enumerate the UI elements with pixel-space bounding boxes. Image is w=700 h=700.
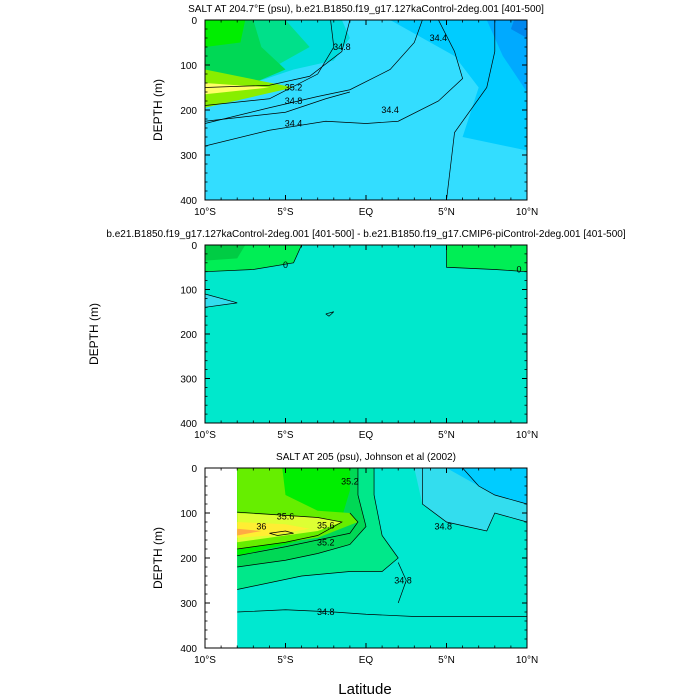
panel-2: 0 010°S 5°S EQ 5°N 10°N0100200300400b.e21.B18… xyxy=(87,229,626,441)
y-tick-label: 400 xyxy=(180,196,197,207)
contour-fill-region xyxy=(446,468,527,504)
y-tick-label: 200 xyxy=(180,330,197,341)
contour-line xyxy=(446,245,527,273)
y-tick-label: 200 xyxy=(180,106,197,117)
x-tick-label: 10°S xyxy=(194,655,216,666)
y-tick-label: 400 xyxy=(180,419,197,430)
contour-label: 0 xyxy=(283,260,288,270)
x-tick-label: 5°S xyxy=(277,655,294,666)
x-tick-label: 10°N xyxy=(516,655,538,666)
panel-title: SALT AT 204.7°E (psu), b.e21.B1850.f19_g… xyxy=(188,4,544,15)
panel-title: SALT AT 205 (psu), Johnson et al (2002) xyxy=(276,452,456,463)
panel-1: 35.2 34.8 34.4 34.8 34.4 34.4 10°S 5°S EQ 5°N 10°N… xyxy=(151,4,544,218)
contour-label: 35.2 xyxy=(341,477,359,487)
contour-fill-region xyxy=(237,528,262,536)
x-tick-label: 10°S xyxy=(194,430,216,441)
y-tick-label: 0 xyxy=(191,241,197,252)
contour-fill-region xyxy=(205,245,246,261)
panel-title: b.e21.B1850.f19_g17.127kaControl-2deg.00… xyxy=(106,229,625,240)
contour-fill-region xyxy=(205,20,246,47)
contour-label: 34.8 xyxy=(317,607,335,617)
y-tick-label: 300 xyxy=(180,375,197,386)
contour-line xyxy=(397,562,407,604)
contour-line xyxy=(237,609,527,617)
contour-label: 34.4 xyxy=(285,119,303,129)
contour-line xyxy=(205,20,335,106)
contour-line xyxy=(422,468,527,532)
y-axis-label: DEPTH (m) xyxy=(151,527,165,589)
contour-line xyxy=(237,468,399,590)
contour-line xyxy=(205,245,302,273)
y-tick-label: 100 xyxy=(180,509,197,520)
contour-line xyxy=(237,512,359,557)
contour-line xyxy=(462,468,527,505)
contour-label: 35.6 xyxy=(277,512,295,522)
contour-label: 34.4 xyxy=(381,105,399,115)
contour-label: 34.8 xyxy=(435,522,453,532)
contour-label: 35.2 xyxy=(285,83,303,93)
contour-fill-region xyxy=(237,522,310,538)
y-axis-label: DEPTH (m) xyxy=(151,79,165,141)
x-tick-label: 10°N xyxy=(516,430,538,441)
x-tick-label: 5°S xyxy=(277,430,294,441)
contour-fill-region xyxy=(205,83,270,95)
contour-label: 35.6 xyxy=(317,521,335,531)
contour-line xyxy=(205,20,351,88)
contour-label: 36 xyxy=(256,522,266,532)
y-tick-label: 300 xyxy=(180,599,197,610)
contour-label: 34.8 xyxy=(394,576,412,586)
y-tick-label: 400 xyxy=(180,644,197,655)
y-tick-label: 300 xyxy=(180,151,197,162)
contour-label: 34.8 xyxy=(285,96,303,106)
x-tick-label: EQ xyxy=(359,655,374,666)
data-field xyxy=(205,245,527,423)
contour-label: 34.8 xyxy=(333,42,351,52)
panel-3: 36 35.6 35.6 35.2 35.2 34.8 34.8 34.8 10°S 5°S EQ 5… xyxy=(151,452,538,666)
y-tick-label: 100 xyxy=(180,286,197,297)
x-tick-label: 5°N xyxy=(438,430,455,441)
contour-line xyxy=(325,311,335,317)
x-tick-label: 10°S xyxy=(194,207,216,218)
contour-line xyxy=(446,20,496,200)
y-tick-label: 0 xyxy=(191,464,197,475)
y-tick-label: 0 xyxy=(191,16,197,27)
plot-area: 36 35.6 35.6 35.2 35.2 34.8 34.8 34.8 xyxy=(237,468,527,648)
x-axis-label: Latitude xyxy=(338,681,391,698)
y-axis-label: DEPTH (m) xyxy=(87,303,101,365)
contour-fill-region xyxy=(510,20,527,38)
contour-line xyxy=(205,91,350,122)
contour-fill-region xyxy=(446,245,527,272)
x-tick-label: 5°S xyxy=(277,207,294,218)
x-tick-label: EQ xyxy=(359,430,374,441)
y-tick-label: 100 xyxy=(180,61,197,72)
contour-line xyxy=(237,468,367,568)
contour-label: 0 xyxy=(516,264,521,274)
x-tick-label: EQ xyxy=(359,207,374,218)
contour-line xyxy=(205,20,463,147)
contour-line xyxy=(205,293,238,308)
contour-line xyxy=(237,511,343,550)
x-tick-label: 5°N xyxy=(438,655,455,666)
contour-label: 35.2 xyxy=(317,537,335,547)
contour-label: 34.4 xyxy=(430,33,448,43)
x-tick-label: 10°N xyxy=(516,207,538,218)
y-tick-label: 200 xyxy=(180,554,197,565)
plot-area: 35.2 34.8 34.4 34.8 34.4 34.4 xyxy=(205,20,527,200)
contour-line xyxy=(205,20,423,124)
contour-fill-region xyxy=(390,20,527,151)
contour-line xyxy=(269,530,294,536)
x-tick-label: 5°N xyxy=(438,207,455,218)
contour-fill-region xyxy=(486,20,527,92)
